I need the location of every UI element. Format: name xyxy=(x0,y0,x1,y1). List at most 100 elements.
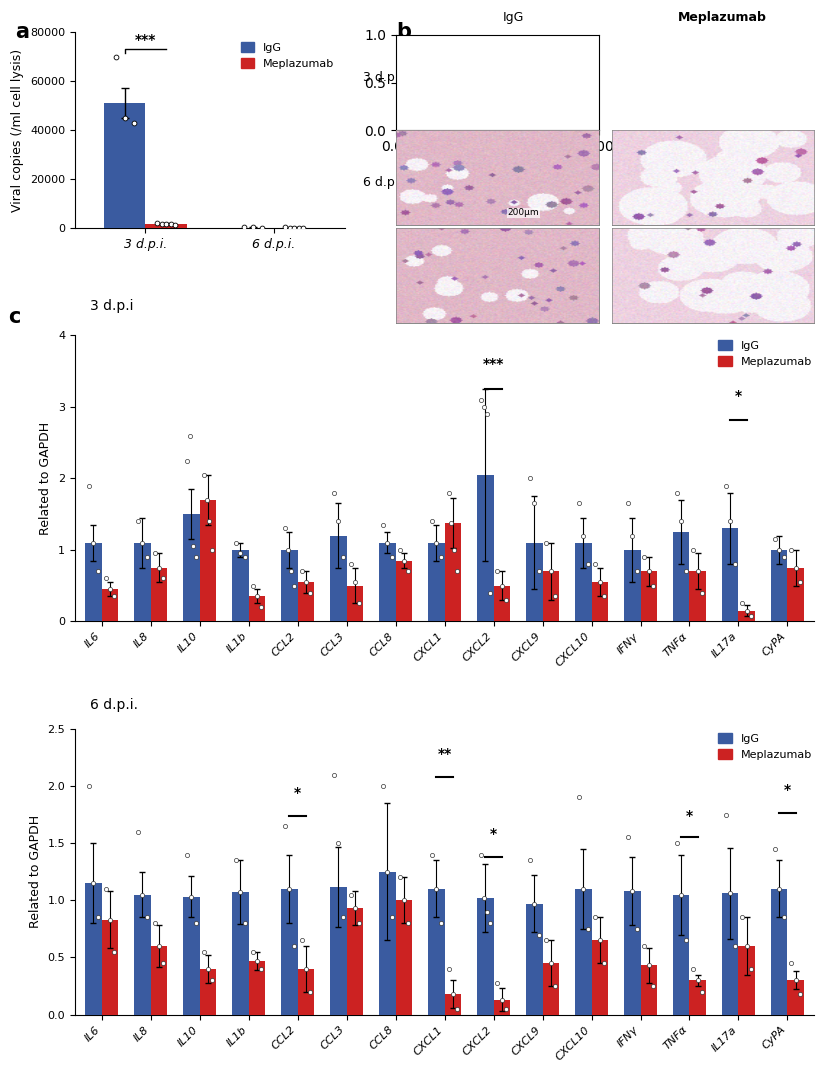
Point xyxy=(332,513,345,530)
Bar xyxy=(379,871,396,1015)
Bar xyxy=(641,965,657,1015)
Point xyxy=(777,909,790,926)
Point xyxy=(670,484,683,501)
Point xyxy=(593,574,607,591)
Point xyxy=(238,549,252,566)
Text: *: * xyxy=(294,786,301,800)
Legend: IgG, Meplazumab: IgG, Meplazumab xyxy=(714,728,816,765)
Point xyxy=(745,607,758,624)
Point xyxy=(540,931,553,948)
Point xyxy=(740,602,754,619)
Point xyxy=(691,563,705,580)
Bar xyxy=(428,543,445,622)
Point xyxy=(186,538,199,555)
Point xyxy=(719,806,732,823)
Point xyxy=(297,219,310,236)
Point xyxy=(293,219,306,236)
Point xyxy=(728,938,741,955)
Bar xyxy=(690,980,706,1015)
Bar xyxy=(248,961,265,1015)
Point xyxy=(499,592,513,609)
Point xyxy=(135,886,149,904)
Bar xyxy=(494,585,510,622)
Point xyxy=(131,823,145,841)
Point xyxy=(131,513,145,530)
Point xyxy=(299,960,312,977)
Point xyxy=(735,909,749,926)
Point xyxy=(491,974,504,991)
Point xyxy=(278,817,292,834)
Point xyxy=(344,886,357,904)
Bar xyxy=(722,894,739,1015)
Point xyxy=(238,219,251,236)
Point xyxy=(745,960,758,977)
Point xyxy=(348,574,361,591)
Text: *: * xyxy=(686,808,693,822)
Point xyxy=(99,880,112,897)
Point xyxy=(344,555,357,572)
Bar xyxy=(592,940,608,1015)
Point xyxy=(524,851,537,868)
Point xyxy=(108,943,121,960)
Bar xyxy=(396,561,412,622)
Bar xyxy=(396,900,412,1015)
Point xyxy=(626,882,639,899)
Point xyxy=(528,895,541,912)
Point xyxy=(696,984,709,1001)
Point xyxy=(278,520,292,537)
Point xyxy=(425,513,439,530)
Point xyxy=(189,914,203,931)
Bar xyxy=(150,946,167,1015)
Point xyxy=(152,560,165,577)
Point xyxy=(491,563,504,580)
Point xyxy=(295,931,308,948)
Point xyxy=(442,484,455,501)
Point xyxy=(483,584,496,601)
Bar xyxy=(134,895,150,1015)
Bar xyxy=(722,529,739,622)
Bar xyxy=(347,585,363,622)
Point xyxy=(442,960,455,977)
Point xyxy=(794,986,807,1003)
Point xyxy=(480,904,494,921)
Point xyxy=(548,587,562,604)
Point xyxy=(86,875,100,892)
Point xyxy=(593,931,607,948)
Bar xyxy=(771,889,788,1015)
Bar xyxy=(281,889,297,1015)
Point xyxy=(445,514,458,531)
Bar xyxy=(673,532,690,622)
Bar xyxy=(477,898,494,1015)
Point xyxy=(327,484,341,501)
Bar xyxy=(330,886,347,1015)
Bar xyxy=(592,582,608,622)
Point xyxy=(256,219,269,236)
Point xyxy=(91,909,105,926)
Bar xyxy=(199,500,216,622)
Bar xyxy=(641,571,657,622)
Bar xyxy=(477,475,494,622)
Point xyxy=(434,549,447,566)
Point xyxy=(532,563,545,580)
Bar xyxy=(379,543,396,622)
Point xyxy=(397,892,411,909)
Point xyxy=(679,931,692,948)
Point xyxy=(288,219,301,236)
Point xyxy=(352,595,366,612)
Bar xyxy=(330,535,347,622)
Point xyxy=(155,215,168,232)
Text: a: a xyxy=(16,22,29,43)
Bar xyxy=(281,550,297,622)
Text: 3 d.p.i: 3 d.p.i xyxy=(90,299,133,313)
Point xyxy=(140,909,154,926)
Point xyxy=(544,955,558,972)
Bar xyxy=(673,895,690,1015)
Text: *: * xyxy=(784,784,791,798)
Point xyxy=(686,960,700,977)
Point xyxy=(197,943,210,960)
Text: 3 d.p.i.: 3 d.p.i. xyxy=(363,70,406,83)
Point xyxy=(229,851,243,868)
Point xyxy=(304,584,317,601)
Point xyxy=(108,587,121,604)
Point xyxy=(180,452,194,469)
